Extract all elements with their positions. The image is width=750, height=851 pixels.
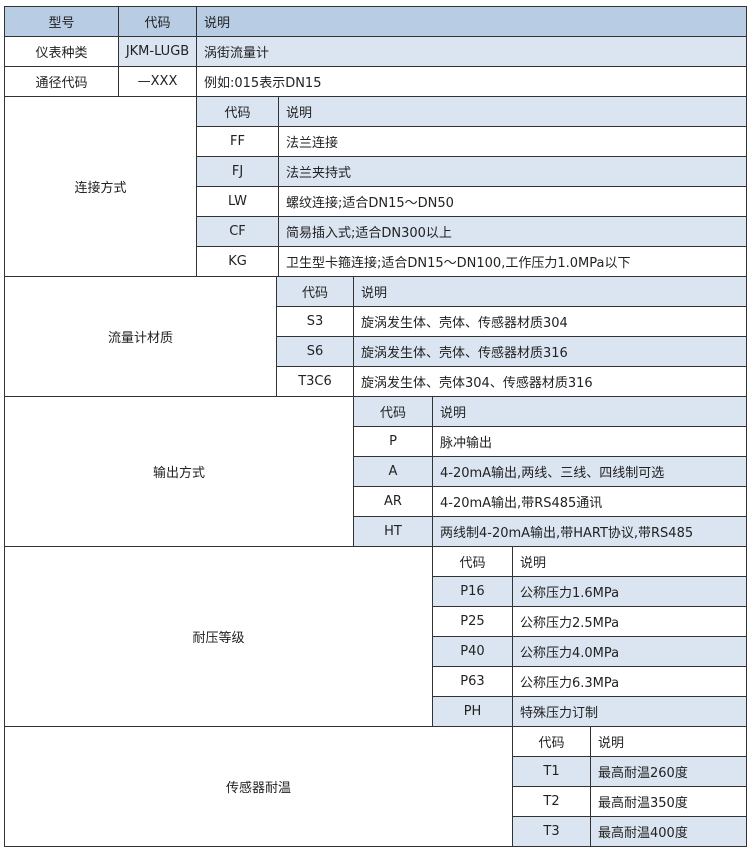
option-desc: 特殊压力订制 (512, 696, 747, 727)
row-code: —XXX (118, 66, 197, 97)
option-code: S6 (276, 336, 354, 367)
sub-header-desc: 说明 (432, 396, 747, 427)
option-desc: 两线制4-20mA输出,带HART协议,带RS485 (432, 516, 747, 547)
option-desc: 公称压力6.3MPa (512, 666, 747, 697)
section-title: 耐压等级 (4, 546, 433, 727)
row-desc: 例如:015表示DN15 (196, 66, 747, 97)
header-model: 型号 (4, 6, 119, 37)
sub-header-desc: 说明 (353, 276, 747, 307)
option-desc: 法兰连接 (278, 126, 747, 157)
sub-header-desc: 说明 (590, 726, 747, 757)
option-code: T1 (512, 756, 591, 787)
option-desc: 法兰夹持式 (278, 156, 747, 187)
section-title: 连接方式 (4, 96, 197, 277)
option-code: T2 (512, 786, 591, 817)
section-title: 输出方式 (4, 396, 354, 547)
option-desc: 脉冲输出 (432, 426, 747, 457)
option-desc: 旋涡发生体、壳体、传感器材质316 (353, 336, 747, 367)
option-code: LW (196, 186, 279, 217)
option-desc: 最高耐温350度 (590, 786, 747, 817)
option-desc: 螺纹连接;适合DN15～DN50 (278, 186, 747, 217)
option-desc: 4-20mA输出,两线、三线、四线制可选 (432, 456, 747, 487)
option-code: A (353, 456, 433, 487)
option-desc: 卫生型卡箍连接;适合DN15～DN100,工作压力1.0MPa以下 (278, 246, 747, 277)
option-code: HT (353, 516, 433, 547)
option-code: FJ (196, 156, 279, 187)
option-desc: 最高耐温260度 (590, 756, 747, 787)
option-desc: 公称压力2.5MPa (512, 606, 747, 637)
option-desc: 简易插入式;适合DN300以上 (278, 216, 747, 247)
sub-header-code: 代码 (353, 396, 433, 427)
option-code: FF (196, 126, 279, 157)
sub-header-code: 代码 (512, 726, 591, 757)
header-code: 代码 (118, 6, 197, 37)
sub-header-code: 代码 (432, 546, 513, 577)
option-desc: 最高耐温400度 (590, 816, 747, 847)
option-desc: 公称压力4.0MPa (512, 636, 747, 667)
option-code: T3C6 (276, 366, 354, 397)
sub-header-code: 代码 (196, 96, 279, 127)
row-desc: 涡街流量计 (196, 36, 747, 67)
sub-header-desc: 说明 (512, 546, 747, 577)
row-label: 仪表种类 (4, 36, 119, 67)
option-code: P (353, 426, 433, 457)
sub-header-desc: 说明 (278, 96, 747, 127)
row-code: JKM-LUGB (118, 36, 197, 67)
option-code: AR (353, 486, 433, 517)
option-code: P16 (432, 576, 513, 607)
option-code: P40 (432, 636, 513, 667)
option-code: S3 (276, 306, 354, 337)
option-desc: 旋涡发生体、壳体304、传感器材质316 (353, 366, 747, 397)
sub-header-code: 代码 (276, 276, 354, 307)
option-desc: 公称压力1.6MPa (512, 576, 747, 607)
option-code: KG (196, 246, 279, 277)
section-title: 流量计材质 (4, 276, 277, 397)
section-title: 传感器耐温 (4, 726, 513, 847)
option-desc: 旋涡发生体、壳体、传感器材质304 (353, 306, 747, 337)
option-code: PH (432, 696, 513, 727)
option-code: T3 (512, 816, 591, 847)
option-code: P25 (432, 606, 513, 637)
row-label: 通径代码 (4, 66, 119, 97)
option-code: P63 (432, 666, 513, 697)
option-code: CF (196, 216, 279, 247)
header-desc: 说明 (196, 6, 747, 37)
option-desc: 4-20mA输出,带RS485通讯 (432, 486, 747, 517)
